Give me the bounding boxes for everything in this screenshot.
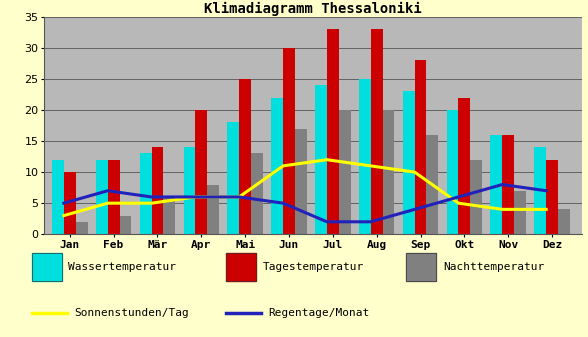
Bar xyxy=(502,135,514,234)
Bar xyxy=(226,253,256,281)
Bar xyxy=(406,253,436,281)
Bar xyxy=(403,91,415,234)
Bar xyxy=(251,153,263,234)
Bar xyxy=(119,216,131,234)
Text: Wassertemperatur: Wassertemperatur xyxy=(68,262,176,272)
Bar xyxy=(183,147,195,234)
Bar xyxy=(558,209,570,234)
Bar xyxy=(447,110,459,234)
Bar xyxy=(315,85,327,234)
Bar xyxy=(490,135,502,234)
Bar xyxy=(359,79,371,234)
Bar xyxy=(64,172,76,234)
Bar xyxy=(108,160,119,234)
Bar xyxy=(32,253,62,281)
Bar xyxy=(534,147,546,234)
Bar xyxy=(239,79,251,234)
Bar xyxy=(406,253,436,281)
Bar xyxy=(415,60,426,234)
Text: Tagestemperatur: Tagestemperatur xyxy=(262,262,364,272)
Bar xyxy=(195,110,207,234)
Bar xyxy=(96,160,108,234)
Bar xyxy=(327,29,339,234)
Bar xyxy=(163,197,175,234)
Bar xyxy=(283,48,295,234)
Bar xyxy=(459,98,470,234)
Bar xyxy=(426,135,438,234)
Bar xyxy=(295,129,307,234)
Text: Nachttemperatur: Nachttemperatur xyxy=(443,262,544,272)
Bar xyxy=(152,147,163,234)
Bar xyxy=(140,153,152,234)
Bar xyxy=(226,253,256,281)
Bar xyxy=(76,222,88,234)
Bar xyxy=(207,185,219,234)
Bar xyxy=(383,110,395,234)
Bar xyxy=(228,122,239,234)
Bar xyxy=(546,160,558,234)
Title: Klimadiagramm Thessaloniki: Klimadiagramm Thessaloniki xyxy=(204,2,422,16)
Bar xyxy=(371,29,383,234)
Text: Regentage/Monat: Regentage/Monat xyxy=(268,308,369,318)
Bar xyxy=(52,160,64,234)
Text: Sonnenstunden/Tag: Sonnenstunden/Tag xyxy=(74,308,189,318)
Bar xyxy=(514,191,526,234)
Bar xyxy=(339,110,350,234)
Bar xyxy=(32,253,62,281)
Bar xyxy=(271,98,283,234)
Bar xyxy=(470,160,482,234)
